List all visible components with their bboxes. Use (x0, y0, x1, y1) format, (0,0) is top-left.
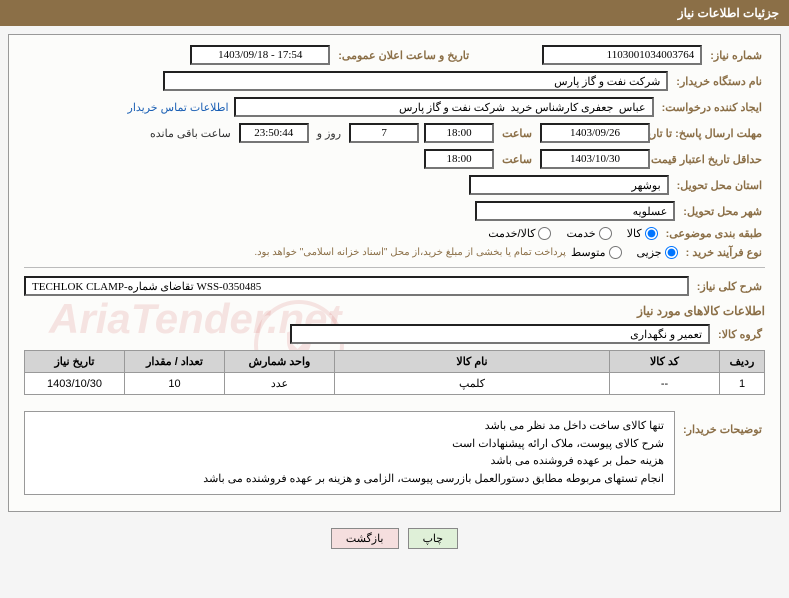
deadline-label: مهلت ارسال پاسخ: تا تاریخ: (655, 127, 765, 140)
requester-label: ایجاد کننده درخواست: (659, 101, 765, 114)
items-section-title: اطلاعات کالاهای مورد نیاز (24, 304, 765, 318)
buyer-org-label: نام دستگاه خریدار: (673, 75, 765, 88)
note-line-2: شرح کالای پیوست، ملاک ارائه پیشنهادات اس… (35, 436, 664, 454)
th-row: ردیف (720, 351, 765, 373)
proc-type-label: نوع فرآیند خرید : (683, 246, 765, 259)
requester-field (234, 97, 654, 117)
th-qty: تعداد / مقدار (125, 351, 225, 373)
countdown-field (239, 123, 309, 143)
remain-label: ساعت باقی مانده (147, 127, 234, 140)
note-line-4: انجام تستهای مربوطه مطابق دستورالعمل باز… (35, 471, 664, 489)
city-field (475, 201, 675, 221)
proc-small-label: جزیی (637, 246, 662, 259)
time-label-2: ساعت (499, 153, 535, 166)
cat-both-radio[interactable] (538, 227, 551, 240)
notes-label: توضیحات خریدار: (680, 403, 765, 436)
announce-label: تاریخ و ساعت اعلان عمومی: (335, 49, 472, 62)
cat-goods-label: کالا (627, 227, 642, 240)
proc-medium-label: متوسط (571, 246, 606, 259)
payment-note: پرداخت تمام یا بخشی از مبلغ خرید،از محل … (254, 247, 566, 258)
buyer-notes-box: تنها کالای ساخت داخل مد نظر می باشد شرح … (24, 411, 675, 495)
group-label: گروه کالا: (715, 328, 765, 341)
th-code: کد کالا (610, 351, 720, 373)
days-remain-field (349, 123, 419, 143)
need-number-label: شماره نیاز: (707, 49, 765, 62)
min-valid-date-field (540, 149, 650, 169)
items-table: ردیف کد کالا نام کالا واحد شمارش تعداد /… (24, 350, 765, 395)
print-button[interactable]: چاپ (408, 528, 459, 549)
cell-date: 1403/10/30 (25, 373, 125, 395)
cell-code: -- (610, 373, 720, 395)
city-label: شهر محل تحویل: (680, 205, 765, 218)
note-line-1: تنها کالای ساخت داخل مد نظر می باشد (35, 418, 664, 436)
buyer-contact-link[interactable]: اطلاعات تماس خریدار (128, 101, 229, 114)
deadline-time-field (424, 123, 494, 143)
cell-name: کلمپ (335, 373, 610, 395)
time-label-1: ساعت (499, 127, 535, 140)
th-unit: واحد شمارش (225, 351, 335, 373)
province-label: استان محل تحویل: (674, 179, 765, 192)
cell-num: 1 (720, 373, 765, 395)
group-field (290, 324, 710, 344)
th-date: تاریخ نیاز (25, 351, 125, 373)
desc-field (24, 276, 689, 296)
note-line-3: هزینه حمل بر عهده فروشنده می باشد (35, 453, 664, 471)
cat-goods-radio[interactable] (645, 227, 658, 240)
desc-label: شرح کلی نیاز: (694, 280, 765, 293)
page-header: جزئیات اطلاعات نیاز (0, 0, 789, 26)
min-valid-time-field (424, 149, 494, 169)
cat-both-label: کالا/خدمت (488, 227, 535, 240)
proc-medium-radio[interactable] (609, 246, 622, 259)
proc-small-radio[interactable] (665, 246, 678, 259)
table-row: 1 -- کلمپ عدد 10 1403/10/30 (25, 373, 765, 395)
cat-service-label: خدمت (566, 227, 595, 240)
announce-field (190, 45, 330, 65)
category-label: طبقه بندی موضوعی: (663, 227, 765, 240)
deadline-date-field (540, 123, 650, 143)
min-valid-label: حداقل تاریخ اعتبار قیمت: تا تاریخ: (655, 153, 765, 166)
days-label: روز و (314, 127, 344, 140)
cell-qty: 10 (125, 373, 225, 395)
cat-service-radio[interactable] (599, 227, 612, 240)
buyer-org-field (163, 71, 668, 91)
th-name: نام کالا (335, 351, 610, 373)
cell-unit: عدد (225, 373, 335, 395)
province-field (469, 175, 669, 195)
back-button[interactable]: بازگشت (331, 528, 399, 549)
need-number-field (542, 45, 702, 65)
